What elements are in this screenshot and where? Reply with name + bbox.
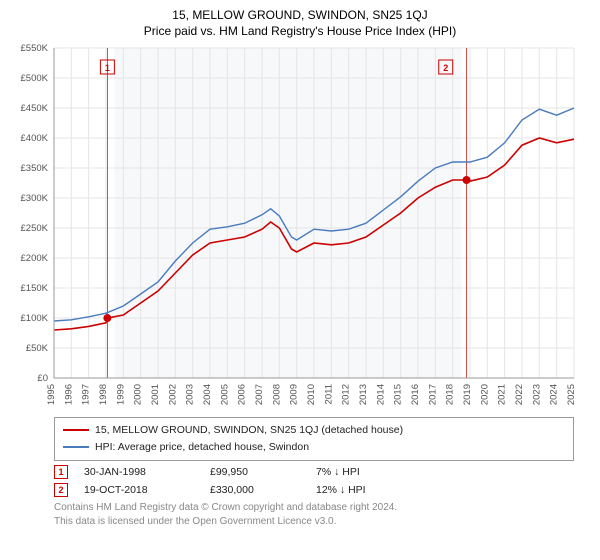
svg-text:1995: 1995	[46, 384, 57, 405]
svg-text:2002: 2002	[167, 384, 178, 405]
svg-text:2000: 2000	[133, 384, 144, 405]
footnote: Contains HM Land Registry data © Crown c…	[54, 501, 590, 529]
svg-text:2001: 2001	[150, 384, 161, 405]
event-row: 2 19-OCT-2018 £330,000 12% ↓ HPI	[54, 483, 590, 497]
svg-text:2014: 2014	[375, 384, 386, 405]
footnote-line: This data is licensed under the Open Gov…	[54, 515, 590, 529]
chart-area: £0 £50K £100K £150K £200K £250K £300K £350K £400…	[10, 44, 590, 411]
svg-text:£550K: £550K	[21, 44, 49, 54]
svg-text:2007: 2007	[254, 384, 265, 405]
svg-text:£400K: £400K	[21, 133, 49, 144]
svg-text:£200K: £200K	[21, 253, 49, 264]
svg-text:2: 2	[443, 63, 448, 73]
svg-text:1999: 1999	[115, 384, 126, 405]
legend-item: 15, MELLOW GROUND, SWINDON, SN25 1QJ (de…	[63, 422, 565, 439]
svg-text:2011: 2011	[323, 384, 334, 404]
svg-text:2008: 2008	[271, 384, 282, 405]
event-price: £99,950	[210, 466, 300, 478]
svg-text:2004: 2004	[202, 384, 213, 405]
svg-text:2020: 2020	[479, 384, 490, 405]
svg-text:£250K: £250K	[21, 223, 49, 234]
footnote-line: Contains HM Land Registry data © Crown c…	[54, 501, 590, 515]
page-title: 15, MELLOW GROUND, SWINDON, SN25 1QJ	[10, 8, 590, 22]
svg-text:2005: 2005	[219, 384, 230, 405]
legend-label: 15, MELLOW GROUND, SWINDON, SN25 1QJ (de…	[95, 422, 403, 439]
line-chart: £0 £50K £100K £150K £200K £250K £300K £350K £400…	[10, 44, 582, 406]
svg-text:2019: 2019	[462, 384, 473, 405]
svg-text:2012: 2012	[341, 384, 352, 405]
svg-text:1998: 1998	[98, 384, 109, 405]
event-date: 30-JAN-1998	[84, 466, 194, 478]
svg-text:2016: 2016	[410, 384, 421, 405]
svg-text:2021: 2021	[497, 384, 508, 405]
svg-text:2022: 2022	[514, 384, 525, 405]
event-marker: 2	[54, 483, 68, 497]
svg-text:£0: £0	[37, 373, 48, 384]
svg-text:£500K: £500K	[21, 73, 49, 84]
legend: 15, MELLOW GROUND, SWINDON, SN25 1QJ (de…	[54, 417, 574, 461]
svg-text:£150K: £150K	[21, 283, 49, 294]
event-date: 19-OCT-2018	[84, 484, 194, 496]
svg-text:1996: 1996	[63, 384, 74, 405]
svg-text:1997: 1997	[81, 384, 92, 405]
svg-text:£450K: £450K	[21, 103, 49, 114]
legend-swatch	[63, 429, 89, 431]
svg-text:2009: 2009	[289, 384, 300, 405]
svg-text:2017: 2017	[427, 384, 438, 405]
events-table: 1 30-JAN-1998 £99,950 7% ↓ HPI 2 19-OCT-2018 £…	[54, 465, 590, 497]
legend-label: HPI: Average price, detached house, Swin…	[95, 439, 309, 456]
legend-item: HPI: Average price, detached house, Swin…	[63, 439, 565, 456]
svg-text:2023: 2023	[531, 384, 542, 405]
event-marker: 1	[54, 465, 68, 479]
svg-text:1: 1	[105, 63, 110, 73]
svg-text:2015: 2015	[393, 384, 404, 405]
svg-text:£50K: £50K	[26, 343, 49, 354]
page-subtitle: Price paid vs. HM Land Registry's House …	[10, 24, 590, 38]
svg-text:£350K: £350K	[21, 163, 49, 174]
svg-text:£100K: £100K	[21, 313, 49, 324]
svg-text:2018: 2018	[445, 384, 456, 405]
svg-text:2025: 2025	[566, 384, 577, 405]
event-delta: 7% ↓ HPI	[316, 466, 416, 478]
svg-text:2024: 2024	[549, 384, 560, 405]
event-price: £330,000	[210, 484, 300, 496]
svg-text:£300K: £300K	[21, 193, 49, 204]
svg-text:2010: 2010	[306, 384, 317, 405]
svg-text:2006: 2006	[237, 384, 248, 405]
event-delta: 12% ↓ HPI	[316, 484, 416, 496]
legend-swatch	[63, 446, 89, 448]
event-row: 1 30-JAN-1998 £99,950 7% ↓ HPI	[54, 465, 590, 479]
svg-text:2013: 2013	[358, 384, 369, 405]
svg-text:2003: 2003	[185, 384, 196, 405]
